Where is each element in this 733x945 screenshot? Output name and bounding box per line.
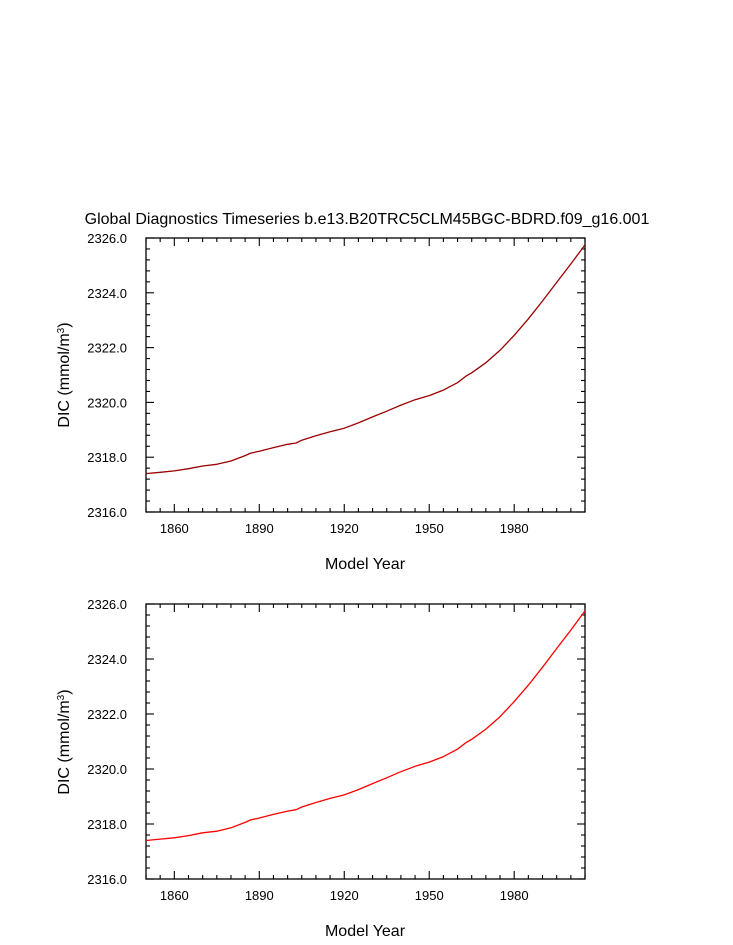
upper-panel: 1860 1890 1920 1950 1980 2316.02318.02320.02… xyxy=(56,231,586,573)
x-tick-label: 1860 xyxy=(160,521,189,536)
x-axis: 1860 1890 1920 1950 1980 xyxy=(145,238,586,536)
x-tick-label: 1920 xyxy=(330,888,359,903)
y-tick-label: 2318.0 xyxy=(87,450,127,465)
y-axis-label-base: DIC (mmol/m xyxy=(56,700,73,794)
x-tick-label: 1860 xyxy=(160,888,189,903)
y-tick-label: 2322.0 xyxy=(87,341,127,356)
y-tick-label: 2316.0 xyxy=(87,505,127,520)
y-axis-label-close: ) xyxy=(56,689,73,694)
y-axis-label-sup: 3 xyxy=(56,327,67,333)
y-axis-label-sup: 3 xyxy=(56,694,67,700)
y-tick-label: 2326.0 xyxy=(87,231,127,246)
chart-title: Global Diagnostics Timeseries b.e13.B20T… xyxy=(85,211,650,228)
x-tick-label: 1950 xyxy=(415,521,444,536)
x-axis-label: Model Year xyxy=(325,923,406,940)
y-axis: 2316.0 2318.0 2320.0 2322.0 2324.0 2326.0 xyxy=(87,231,585,520)
y-tick-label: 2322.0 xyxy=(87,707,127,722)
y-tick-label: 2316.0 xyxy=(87,872,127,887)
plot-frame xyxy=(145,603,586,880)
x-tick-label: 1980 xyxy=(500,521,529,536)
y-tick-label: 2324.0 xyxy=(87,652,127,667)
series-layer xyxy=(145,610,586,842)
y-tick-label: 2320.0 xyxy=(87,395,127,410)
x-tick-label: 1950 xyxy=(415,888,444,903)
x-axis-label: Model Year xyxy=(325,556,406,573)
y-tick-label: 2320.0 xyxy=(87,762,127,777)
y-axis-label-base: DIC (mmol/m xyxy=(56,333,73,427)
x-tick-label: 1890 xyxy=(245,521,274,536)
y-tick-label: 2318.0 xyxy=(87,817,127,832)
y-axis-label: DIC (mmol/m3) xyxy=(56,689,74,794)
y-axis: 2316.0 2318.0 2320.0 2322.0 2324.0 2326.0 xyxy=(87,597,585,887)
series-line xyxy=(145,610,586,842)
y-axis-label: DIC (mmol/m3) xyxy=(56,322,74,427)
y-tick-label: 2324.0 xyxy=(87,286,127,301)
lower-panel: 1860 1890 1920 1950 1980 2316.02318.02320.02… xyxy=(56,597,586,940)
x-axis: 1860 1890 1920 1950 1980 xyxy=(145,604,586,903)
y-axis-label-close: ) xyxy=(56,322,73,327)
series-layer xyxy=(145,244,586,475)
x-tick-label: 1980 xyxy=(500,888,529,903)
y-tick-label: 2326.0 xyxy=(87,597,127,612)
x-tick-label: 1920 xyxy=(330,521,359,536)
series-line xyxy=(145,244,586,475)
plot-frame xyxy=(145,237,586,513)
x-tick-label: 1890 xyxy=(245,888,274,903)
